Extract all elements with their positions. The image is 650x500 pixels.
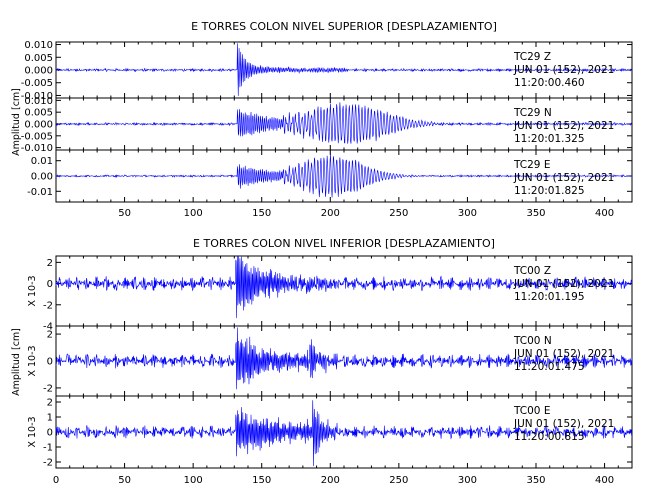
date-label: JUN 01 (152), 2021 <box>513 278 614 290</box>
y-tick-label: 0 <box>47 357 53 368</box>
station-component-label: TC00 Z <box>513 265 551 277</box>
y-multiplier-label: X 10-3 <box>27 275 38 306</box>
y-tick-label: 2 <box>47 258 53 269</box>
x-tick-label: 250 <box>389 208 408 219</box>
y-multiplier-label: X 10-3 <box>27 345 38 376</box>
x-tick-label: 350 <box>526 208 545 219</box>
series-trace <box>55 255 633 319</box>
y-tick-label: 0.01 <box>31 156 53 167</box>
x-tick-label: 50 <box>118 208 131 219</box>
x-tick-label: 250 <box>389 475 408 486</box>
y-tick-label: 0.00 <box>31 172 53 183</box>
y-axis-label: Amplitud [cm] <box>11 88 22 156</box>
x-tick-label: 400 <box>595 208 614 219</box>
date-label: JUN 01 (152), 2021 <box>513 348 614 360</box>
y-axis-label: Amplitud [cm] <box>11 328 22 396</box>
y-tick-label: 0.000 <box>24 120 53 131</box>
time-label: 11:20:00.815 <box>514 431 585 443</box>
y-tick-label: 0.010 <box>24 40 53 51</box>
y-tick-label: -0.01 <box>27 187 53 198</box>
y-tick-label: -2 <box>43 458 53 469</box>
date-label: JUN 01 (152), 2021 <box>513 64 614 76</box>
station-component-label: TC29 Z <box>513 51 551 63</box>
y-tick-label: -2 <box>43 300 53 311</box>
y-tick-label: 0.000 <box>24 66 53 77</box>
time-label: 11:20:01.475 <box>514 361 585 373</box>
x-tick-label: 200 <box>321 475 340 486</box>
x-tick-label: 50 <box>118 475 131 486</box>
y-tick-label: 0.010 <box>24 96 53 107</box>
date-label: JUN 01 (152), 2021 <box>513 418 614 430</box>
station-component-label: TC00 E <box>513 405 550 417</box>
x-tick-label: 0 <box>53 475 59 486</box>
y-tick-label: 2 <box>47 330 53 341</box>
x-tick-label: 350 <box>526 475 545 486</box>
x-tick-label: 100 <box>184 208 203 219</box>
series-trace <box>55 327 633 390</box>
y-tick-label: -0.010 <box>21 91 53 102</box>
series-trace <box>55 43 633 96</box>
x-tick-label: 200 <box>321 208 340 219</box>
station-component-label: TC29 E <box>513 159 550 171</box>
station-component-label: TC29 N <box>513 107 552 119</box>
y-tick-label: 0 <box>47 428 53 439</box>
x-tick-label: 100 <box>184 475 203 486</box>
y-tick-label: 0 <box>47 279 53 290</box>
y-tick-label: -0.005 <box>21 131 53 142</box>
time-label: 11:20:00.460 <box>514 77 585 89</box>
series-trace <box>55 102 633 144</box>
series-trace <box>55 400 633 467</box>
time-label: 11:20:01.325 <box>514 133 585 145</box>
x-tick-label: 150 <box>252 475 271 486</box>
y-multiplier-label: X 10-3 <box>27 416 38 447</box>
chart-title: E TORRES COLON NIVEL INFERIOR [DESPLAZAM… <box>193 237 495 250</box>
x-tick-label: 300 <box>458 208 477 219</box>
y-tick-label: -0.005 <box>21 78 53 89</box>
y-tick-label: 0.005 <box>24 53 53 64</box>
y-tick-label: -1 <box>43 443 53 454</box>
time-label: 11:20:01.825 <box>514 185 585 197</box>
station-component-label: TC00 N <box>513 335 552 347</box>
y-tick-label: 1 <box>47 413 53 424</box>
y-tick-label: -2 <box>43 383 53 394</box>
x-tick-label: 300 <box>458 475 477 486</box>
chart-title: E TORRES COLON NIVEL SUPERIOR [DESPLAZAM… <box>191 20 497 33</box>
y-tick-label: -0.010 <box>21 143 53 154</box>
date-label: JUN 01 (152), 2021 <box>513 120 614 132</box>
y-tick-label: 2 <box>47 398 53 409</box>
x-tick-label: 150 <box>252 208 271 219</box>
date-label: JUN 01 (152), 2021 <box>513 172 614 184</box>
y-tick-label: -4 <box>43 322 53 333</box>
x-tick-label: 400 <box>595 475 614 486</box>
series-trace <box>55 154 633 198</box>
y-tick-label: 0.005 <box>24 108 53 119</box>
time-label: 11:20:01.195 <box>514 291 585 303</box>
